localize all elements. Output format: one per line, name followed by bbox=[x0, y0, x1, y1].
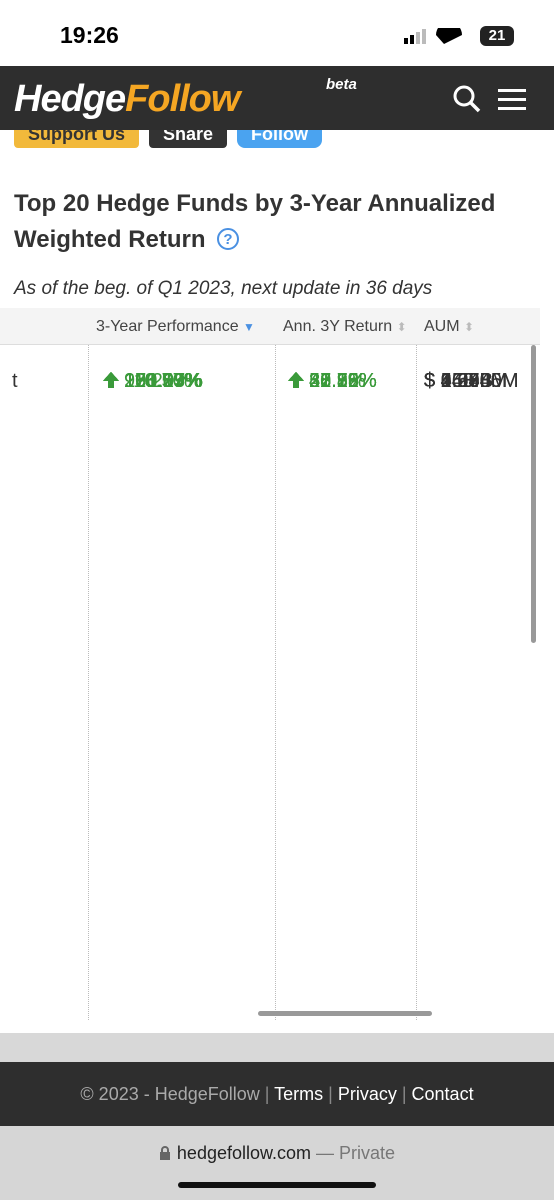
performance: 133.09% bbox=[124, 370, 203, 392]
aum: $ 1.20B bbox=[424, 370, 493, 392]
table-header: 3-Year Performance ▼ Ann. 3Y Return ⬍ AU… bbox=[0, 308, 540, 345]
aum: $ 5.53B bbox=[424, 370, 493, 392]
column-label: AUM bbox=[424, 318, 460, 335]
scrollbar bbox=[531, 345, 536, 643]
footer-link[interactable]: Privacy bbox=[337, 1084, 397, 1104]
performance: 176.17% bbox=[124, 370, 203, 392]
scrollbar bbox=[258, 1011, 432, 1016]
svg-text:?: ? bbox=[224, 231, 233, 248]
annual-return: 51.95% bbox=[309, 370, 377, 392]
browsing-mode: Private bbox=[339, 1143, 396, 1163]
page-title: Top 20 Hedge Funds by 3-Year Annualized … bbox=[14, 186, 534, 258]
footer-link[interactable]: Contact bbox=[411, 1084, 474, 1104]
performance: 110.50% bbox=[124, 370, 202, 392]
beta-badge: beta bbox=[326, 76, 357, 93]
column-header[interactable]: AUM ⬍ bbox=[424, 318, 475, 335]
column-header[interactable]: 3-Year Performance ▼ bbox=[96, 318, 255, 335]
home-indicator bbox=[178, 1182, 376, 1188]
return-cell: 25.19% bbox=[287, 345, 377, 417]
signal-wifi bbox=[404, 28, 462, 44]
copyright: © 2023 - HedgeFollow bbox=[80, 1084, 260, 1104]
aum: $ 950.80M bbox=[424, 370, 519, 392]
performance: 191.07% bbox=[124, 370, 203, 392]
column-header[interactable]: Ann. 3Y Return ⬍ bbox=[283, 318, 407, 335]
logo[interactable]: HedgeFollow bbox=[14, 78, 240, 121]
aum: $ 6.69B bbox=[424, 370, 493, 392]
site-footer: © 2023 - HedgeFollow | Terms | Privacy |… bbox=[0, 1062, 554, 1126]
annual-return: 25.19% bbox=[309, 370, 377, 392]
annual-return: 28.82% bbox=[309, 370, 377, 392]
subtitle: As of the beg. of Q1 2023, next update i… bbox=[14, 278, 433, 299]
aum: $ 4.97B bbox=[424, 370, 493, 392]
aum: $ 46.54M bbox=[424, 370, 508, 392]
aum: $ 243.05M bbox=[424, 370, 519, 392]
column-divider bbox=[88, 345, 89, 1020]
annual-return: 27.3% bbox=[309, 370, 366, 392]
battery: 21 bbox=[480, 26, 514, 46]
logo-text: Hedge bbox=[14, 78, 126, 120]
performance: 113.77% bbox=[124, 370, 202, 392]
title-text: Top 20 Hedge Funds by 3-Year Annualized … bbox=[14, 190, 496, 253]
help-icon[interactable]: ? bbox=[216, 227, 240, 251]
annual-return: 32.59% bbox=[309, 370, 377, 392]
column-label: 3-Year Performance bbox=[96, 318, 239, 335]
annual-return: 28.16% bbox=[309, 370, 377, 392]
header-icons[interactable] bbox=[452, 84, 532, 114]
spacer bbox=[0, 1033, 554, 1062]
column-label: Ann. 3Y Return bbox=[283, 318, 393, 335]
performance: 96.20% bbox=[124, 370, 192, 392]
lock-icon bbox=[159, 1146, 170, 1160]
annual-return: 40.3% bbox=[309, 370, 366, 392]
column-divider bbox=[416, 345, 417, 1020]
performance: 106.29% bbox=[124, 370, 203, 392]
fund-name: t bbox=[12, 370, 18, 392]
annual-return: 31.26% bbox=[309, 370, 377, 392]
table-body: 250.83% 51.95% $ 4.97B 191.07% 42.78% $ 46.54… bbox=[0, 345, 540, 1020]
aum: $ 6.05B bbox=[424, 370, 493, 392]
up-arrow bbox=[288, 372, 304, 388]
performance: 126.15% bbox=[124, 370, 203, 392]
annual-return: 42.78% bbox=[309, 370, 377, 392]
up-arrow bbox=[103, 372, 119, 388]
performance-cell: 96.20% bbox=[102, 345, 192, 417]
aum: $ 1.54B bbox=[424, 370, 493, 392]
clock: 19:26 bbox=[60, 22, 119, 48]
column-divider bbox=[275, 345, 276, 1020]
site-header: HedgeFollow beta bbox=[0, 66, 554, 130]
footer-link[interactable]: Terms bbox=[274, 1084, 324, 1104]
status-bar: 19:26 21 bbox=[0, 0, 554, 66]
performance: 250.83% bbox=[124, 370, 203, 392]
url-domain[interactable]: hedgefollow.com bbox=[176, 1143, 312, 1163]
url-bar: hedgefollow.com — Private bbox=[0, 1126, 554, 1200]
logo-text: Follow bbox=[125, 78, 240, 120]
